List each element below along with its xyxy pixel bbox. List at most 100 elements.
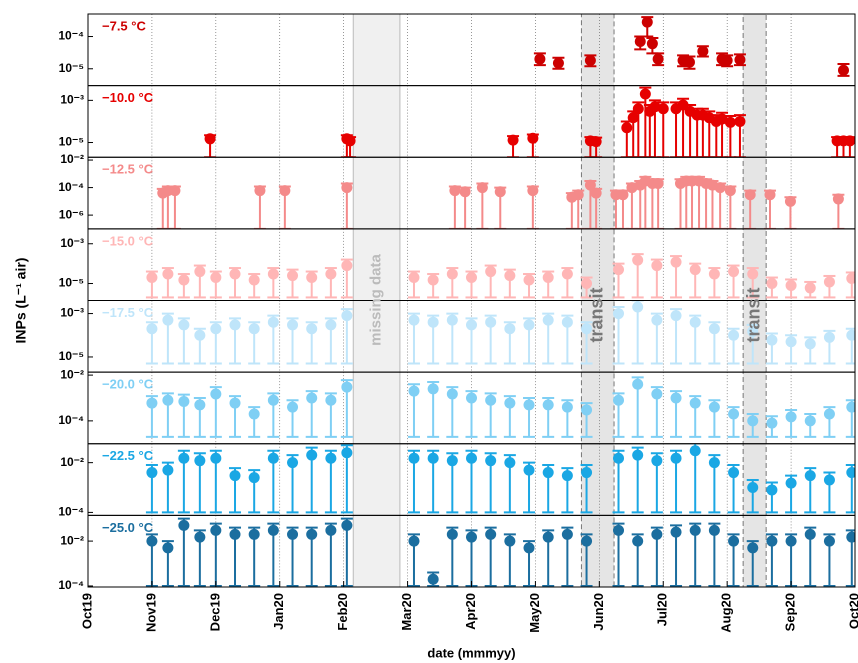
data-point — [581, 404, 593, 416]
series-label: −20.0 °C — [102, 377, 154, 392]
data-point — [466, 392, 477, 404]
data-point — [523, 319, 535, 331]
data-point — [523, 464, 535, 476]
x-tick-label: Apr20 — [463, 593, 478, 630]
data-point — [714, 182, 726, 194]
data-point — [747, 482, 759, 494]
data-point — [627, 112, 639, 124]
data-point — [689, 316, 701, 328]
data-point — [581, 278, 593, 290]
data-point — [194, 455, 206, 467]
data-point — [721, 55, 733, 67]
data-point — [652, 177, 664, 189]
data-point — [785, 279, 797, 291]
data-point — [613, 452, 625, 464]
x-tick-label: Dec19 — [207, 593, 222, 631]
data-point — [846, 329, 855, 341]
data-point — [766, 278, 778, 290]
data-point — [846, 467, 855, 479]
data-point — [708, 268, 720, 280]
data-point — [728, 535, 740, 547]
data-point — [427, 573, 439, 585]
data-point — [670, 256, 682, 268]
data-point — [724, 116, 736, 128]
data-point — [651, 314, 663, 326]
data-point — [728, 266, 740, 278]
data-point — [747, 268, 759, 280]
data-point — [210, 388, 222, 400]
transit-label: transit — [743, 287, 763, 342]
data-point — [267, 316, 279, 328]
data-point — [728, 408, 740, 420]
data-point — [162, 542, 174, 554]
data-point — [747, 415, 759, 427]
data-point — [341, 310, 353, 322]
data-point — [626, 182, 638, 194]
data-point — [766, 334, 778, 346]
data-point — [446, 388, 458, 400]
y-tick-label: 10⁻⁶ — [59, 207, 84, 221]
data-point — [785, 535, 797, 547]
data-point — [229, 470, 241, 482]
data-point — [466, 319, 477, 331]
data-point — [804, 415, 816, 427]
data-point — [542, 399, 554, 411]
data-point — [325, 319, 337, 331]
data-point — [325, 268, 337, 280]
data-point — [306, 323, 318, 335]
data-point — [325, 452, 337, 464]
x-tick-label: Jun20 — [591, 593, 606, 631]
data-point — [267, 268, 279, 280]
data-point — [708, 524, 720, 536]
transit-label: transit — [586, 287, 606, 342]
data-point — [476, 182, 488, 194]
data-point — [651, 455, 663, 467]
data-point — [146, 535, 158, 547]
y-tick-label: 10⁻⁵ — [59, 276, 84, 290]
data-point — [846, 401, 855, 413]
data-point — [652, 53, 664, 65]
data-point — [287, 457, 299, 469]
data-point — [584, 179, 596, 191]
series-label: −22.5 °C — [102, 448, 154, 463]
x-tick-label: Sep20 — [783, 593, 798, 631]
data-point — [561, 528, 573, 540]
data-point — [408, 314, 420, 326]
data-point — [804, 338, 816, 350]
data-point — [287, 319, 299, 331]
data-point — [210, 323, 222, 335]
data-point — [204, 133, 216, 145]
data-point — [785, 411, 797, 423]
data-point — [766, 535, 778, 547]
panel-6 — [145, 443, 855, 514]
missing-data-label: missing data — [368, 254, 385, 346]
data-point — [785, 477, 797, 489]
series-label: −25.0 °C — [102, 520, 154, 535]
data-point — [766, 417, 778, 429]
data-point — [734, 54, 746, 66]
data-point — [621, 122, 633, 134]
data-point — [785, 336, 797, 348]
data-point — [427, 316, 439, 328]
data-point — [561, 268, 573, 280]
y-tick-label: 10⁻⁵ — [59, 349, 84, 363]
x-tick-label: Feb20 — [335, 593, 350, 631]
data-point — [504, 323, 516, 335]
data-point — [248, 274, 260, 286]
data-point — [651, 388, 663, 400]
data-point — [572, 189, 584, 201]
data-point — [689, 264, 701, 276]
series-label: −15.0 °C — [102, 233, 154, 248]
series-label: −12.5 °C — [102, 162, 154, 177]
data-point — [613, 394, 625, 406]
x-tick-label: Nov19 — [143, 593, 158, 632]
data-point — [804, 470, 816, 482]
data-point — [408, 272, 420, 284]
data-point — [504, 457, 516, 469]
data-point — [287, 528, 299, 540]
data-point — [804, 528, 816, 540]
data-point — [325, 394, 337, 406]
data-point — [341, 381, 353, 393]
data-point — [427, 383, 439, 395]
data-point — [804, 282, 816, 294]
